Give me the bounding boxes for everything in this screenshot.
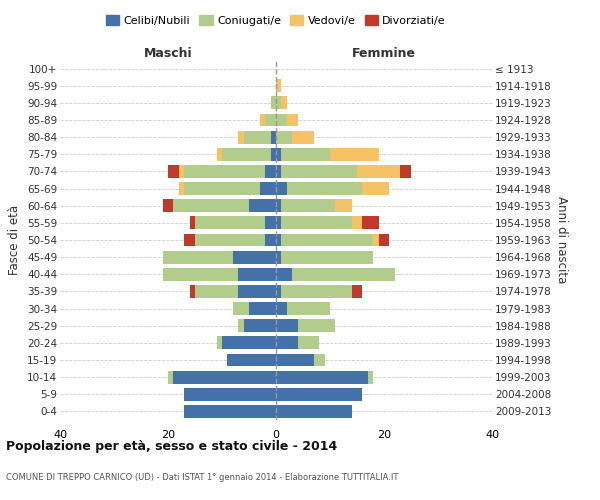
Text: Maschi: Maschi xyxy=(143,47,193,60)
Bar xyxy=(281,285,352,298)
Bar xyxy=(276,200,281,212)
Bar xyxy=(352,216,362,230)
Bar xyxy=(352,285,362,298)
Bar xyxy=(168,370,173,384)
Bar xyxy=(238,285,276,298)
Bar xyxy=(271,130,276,143)
Bar xyxy=(287,302,330,315)
Bar xyxy=(335,200,352,212)
Bar xyxy=(265,165,276,178)
Bar xyxy=(276,165,281,178)
Bar xyxy=(168,165,179,178)
Bar xyxy=(265,216,276,230)
Bar xyxy=(276,96,281,110)
Bar xyxy=(163,250,233,264)
Bar xyxy=(281,216,352,230)
Bar xyxy=(249,302,276,315)
Bar xyxy=(173,370,276,384)
Bar xyxy=(276,130,292,143)
Bar xyxy=(298,320,335,332)
Bar xyxy=(227,354,276,366)
Bar xyxy=(276,148,281,160)
Bar xyxy=(276,388,362,400)
Bar xyxy=(233,302,249,315)
Bar xyxy=(357,165,400,178)
Bar xyxy=(238,268,276,280)
Bar xyxy=(298,336,319,349)
Bar xyxy=(217,336,222,349)
Bar xyxy=(362,182,389,195)
Bar xyxy=(276,285,281,298)
Bar xyxy=(238,320,244,332)
Bar xyxy=(244,130,271,143)
Bar xyxy=(314,354,325,366)
Bar xyxy=(276,250,281,264)
Bar xyxy=(184,165,265,178)
Bar xyxy=(238,130,244,143)
Bar xyxy=(281,250,373,264)
Bar xyxy=(184,388,276,400)
Bar xyxy=(195,285,238,298)
Bar xyxy=(190,216,195,230)
Bar xyxy=(173,200,249,212)
Text: Popolazione per età, sesso e stato civile - 2014: Popolazione per età, sesso e stato civil… xyxy=(6,440,337,453)
Bar xyxy=(379,234,389,246)
Bar xyxy=(249,200,276,212)
Bar xyxy=(265,114,276,126)
Bar xyxy=(276,80,281,92)
Bar xyxy=(184,234,195,246)
Bar xyxy=(281,96,287,110)
Text: COMUNE DI TREPPO CARNICO (UD) - Dati ISTAT 1° gennaio 2014 - Elaborazione TUTTIT: COMUNE DI TREPPO CARNICO (UD) - Dati IST… xyxy=(6,473,398,482)
Bar xyxy=(184,182,260,195)
Bar xyxy=(287,114,298,126)
Bar xyxy=(276,302,287,315)
Bar xyxy=(260,114,265,126)
Bar xyxy=(260,182,276,195)
Bar xyxy=(362,216,379,230)
Bar xyxy=(287,182,362,195)
Bar xyxy=(276,370,368,384)
Bar xyxy=(276,320,298,332)
Bar xyxy=(276,336,298,349)
Bar xyxy=(184,405,276,418)
Bar xyxy=(330,148,379,160)
Bar xyxy=(281,148,330,160)
Bar xyxy=(276,234,281,246)
Bar xyxy=(276,182,287,195)
Bar xyxy=(222,336,276,349)
Bar xyxy=(292,268,395,280)
Bar xyxy=(276,268,292,280)
Bar xyxy=(179,182,184,195)
Bar xyxy=(179,165,184,178)
Bar xyxy=(195,216,265,230)
Bar xyxy=(276,114,287,126)
Bar xyxy=(373,234,379,246)
Bar xyxy=(163,200,173,212)
Bar xyxy=(244,320,276,332)
Bar xyxy=(368,370,373,384)
Text: Femmine: Femmine xyxy=(352,47,416,60)
Y-axis label: Anni di nascita: Anni di nascita xyxy=(555,196,568,284)
Bar xyxy=(217,148,222,160)
Bar xyxy=(271,148,276,160)
Bar xyxy=(292,130,314,143)
Bar xyxy=(233,250,276,264)
Bar xyxy=(281,200,335,212)
Legend: Celibi/Nubili, Coniugati/e, Vedovi/e, Divorziati/e: Celibi/Nubili, Coniugati/e, Vedovi/e, Di… xyxy=(101,10,451,30)
Bar xyxy=(276,354,314,366)
Bar xyxy=(281,165,357,178)
Bar xyxy=(190,285,195,298)
Bar xyxy=(400,165,411,178)
Bar xyxy=(276,405,352,418)
Bar xyxy=(271,96,276,110)
Bar xyxy=(276,216,281,230)
Y-axis label: Fasce di età: Fasce di età xyxy=(8,205,22,275)
Bar xyxy=(222,148,271,160)
Bar xyxy=(265,234,276,246)
Bar xyxy=(281,234,373,246)
Bar xyxy=(195,234,265,246)
Bar xyxy=(163,268,238,280)
